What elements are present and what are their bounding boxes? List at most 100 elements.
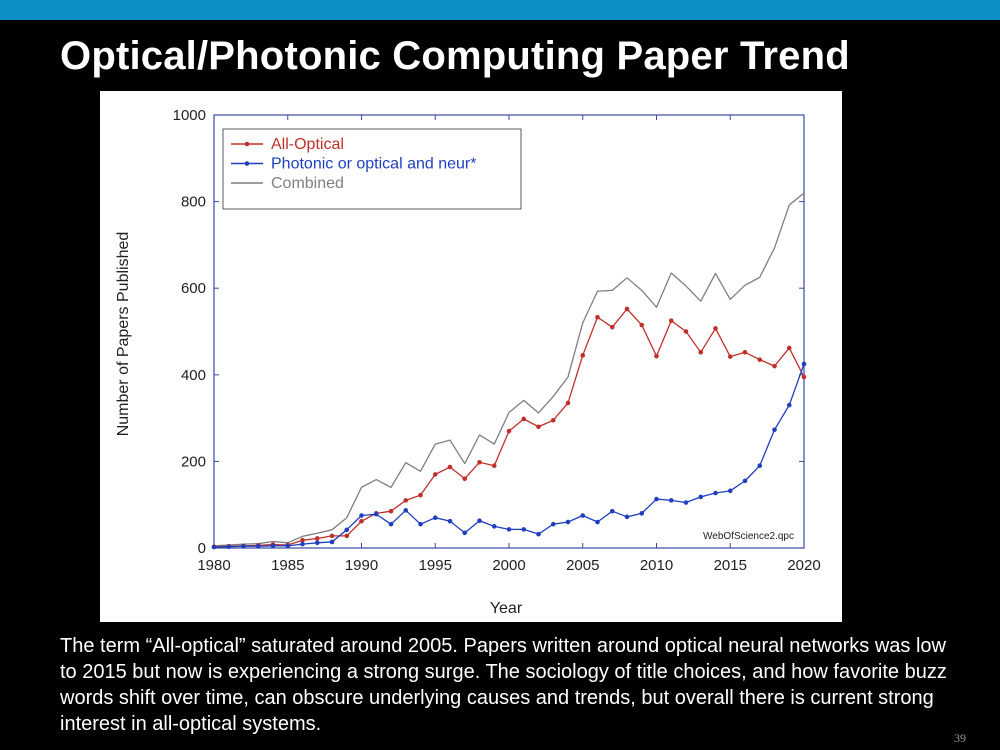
data-point-all-optical	[477, 459, 482, 465]
data-point-photonic-or-optical-and-neur	[373, 511, 379, 517]
y-tick-label: 0	[198, 540, 206, 557]
series-line-combined	[213, 192, 805, 547]
x-tick-label: 1990	[345, 557, 378, 574]
data-point-photonic-or-optical-and-neur	[300, 541, 305, 547]
y-axis-label: Number of Papers Published	[115, 232, 132, 437]
y-tick-label: 600	[181, 280, 206, 297]
data-point-all-optical	[462, 476, 468, 482]
data-point-photonic-or-optical-and-neur	[359, 513, 364, 518]
data-point-photonic-or-optical-and-neur	[713, 490, 718, 496]
data-point-photonic-or-optical-and-neur	[462, 530, 468, 536]
data-point-all-optical	[506, 428, 512, 434]
data-point-photonic-or-optical-and-neur	[698, 494, 704, 500]
y-tick-label: 1000	[173, 107, 206, 124]
data-point-photonic-or-optical-and-neur	[344, 527, 350, 533]
data-point-all-optical	[300, 537, 305, 543]
data-point-all-optical	[624, 306, 630, 312]
data-point-photonic-or-optical-and-neur	[388, 521, 394, 527]
data-point-all-optical	[801, 374, 807, 380]
data-point-all-optical	[432, 472, 438, 477]
paper-trend-chart: 1980 1985 1990 1995 2000 2005 2010 2015 2020 0 200…	[115, 107, 821, 617]
data-point-all-optical	[536, 424, 541, 430]
y-tick-label: 800	[181, 194, 206, 211]
data-point-all-optical	[786, 345, 792, 351]
data-point-photonic-or-optical-and-neur	[477, 518, 482, 524]
data-point-all-optical	[772, 363, 777, 369]
data-point-all-optical	[609, 324, 615, 330]
data-point-photonic-or-optical-and-neur	[772, 427, 777, 433]
top-accent-bar	[0, 0, 1000, 20]
data-point-all-optical	[639, 322, 645, 328]
x-tick-label: 2010	[640, 557, 673, 574]
data-point-all-optical	[447, 464, 453, 470]
data-point-photonic-or-optical-and-neur	[285, 543, 291, 549]
data-point-all-optical	[344, 533, 350, 539]
data-point-all-optical	[757, 357, 763, 362]
data-point-all-optical	[314, 536, 320, 541]
legend-label-combined: Combined	[271, 175, 344, 192]
data-point-photonic-or-optical-and-neur	[329, 539, 335, 545]
slide-caption: The term “All-optical” saturated around …	[60, 635, 947, 735]
data-point-photonic-or-optical-and-neur	[255, 543, 261, 549]
data-point-photonic-or-optical-and-neur	[506, 527, 512, 532]
x-tick-label: 1985	[271, 557, 304, 574]
data-point-photonic-or-optical-and-neur	[742, 478, 748, 484]
data-point-photonic-or-optical-and-neur	[683, 500, 689, 505]
legend-box	[222, 128, 522, 210]
page-number: 39	[954, 731, 966, 745]
y-tick-label: 400	[181, 367, 206, 384]
data-point-photonic-or-optical-and-neur	[786, 402, 792, 408]
data-point-all-optical	[713, 326, 718, 331]
data-point-all-optical	[329, 533, 335, 539]
legend-label-all-optical: All-Optical	[271, 136, 344, 153]
data-point-all-optical	[683, 329, 689, 334]
legend-marker-all-optical	[244, 141, 250, 147]
chart-watermark: WebOfScience2.qpc	[703, 531, 794, 542]
data-point-all-optical	[565, 400, 571, 406]
data-point-photonic-or-optical-and-neur	[211, 544, 217, 550]
x-tick-label: 2005	[566, 557, 599, 574]
data-point-all-optical	[388, 508, 394, 514]
data-point-photonic-or-optical-and-neur	[609, 508, 615, 514]
slide-title: Optical/Photonic Computing Paper Trend	[60, 34, 850, 78]
data-point-photonic-or-optical-and-neur	[801, 361, 807, 367]
data-point-photonic-or-optical-and-neur	[432, 515, 438, 520]
data-point-photonic-or-optical-and-neur	[580, 513, 586, 518]
series-line-photonic-or-optical-and-neur	[213, 363, 805, 548]
data-point-all-optical	[521, 416, 527, 422]
data-point-photonic-or-optical-and-neur	[241, 543, 246, 549]
legend-label-photonic-or-optical-and-neur: Photonic or optical and neur*	[271, 156, 476, 173]
data-point-photonic-or-optical-and-neur	[624, 514, 630, 520]
data-point-photonic-or-optical-and-neur	[639, 511, 645, 516]
data-point-all-optical	[491, 463, 497, 469]
x-tick-label: 1995	[419, 557, 452, 574]
data-point-photonic-or-optical-and-neur	[314, 540, 320, 546]
data-point-photonic-or-optical-and-neur	[226, 544, 232, 550]
data-point-photonic-or-optical-and-neur	[595, 519, 600, 525]
data-point-photonic-or-optical-and-neur	[447, 518, 453, 524]
data-point-photonic-or-optical-and-neur	[757, 463, 763, 469]
chart-panel: 1980 1985 1990 1995 2000 2005 2010 2015 2020 0 200…	[100, 91, 842, 622]
data-point-all-optical	[698, 349, 704, 355]
y-tick-label: 200	[181, 453, 206, 470]
data-point-photonic-or-optical-and-neur	[491, 524, 497, 529]
data-point-all-optical	[654, 353, 659, 359]
data-point-all-optical	[359, 518, 364, 524]
data-point-photonic-or-optical-and-neur	[550, 521, 556, 527]
data-point-all-optical	[727, 354, 733, 359]
data-point-all-optical	[668, 318, 674, 323]
legend-marker-photonic-or-optical-and-neur	[244, 161, 250, 166]
data-point-photonic-or-optical-and-neur	[418, 521, 423, 527]
x-tick-label: 2000	[492, 557, 525, 574]
data-point-photonic-or-optical-and-neur	[270, 543, 276, 549]
data-point-all-optical	[550, 417, 556, 423]
series-line-all-optical	[213, 308, 805, 548]
x-axis-label: Year	[490, 600, 523, 617]
data-point-photonic-or-optical-and-neur	[565, 519, 571, 525]
data-point-all-optical	[742, 349, 748, 355]
data-point-all-optical	[418, 492, 423, 498]
data-point-photonic-or-optical-and-neur	[668, 498, 674, 503]
x-tick-label: 1980	[197, 557, 230, 574]
data-point-photonic-or-optical-and-neur	[727, 488, 733, 494]
x-tick-label: 2015	[714, 557, 747, 574]
